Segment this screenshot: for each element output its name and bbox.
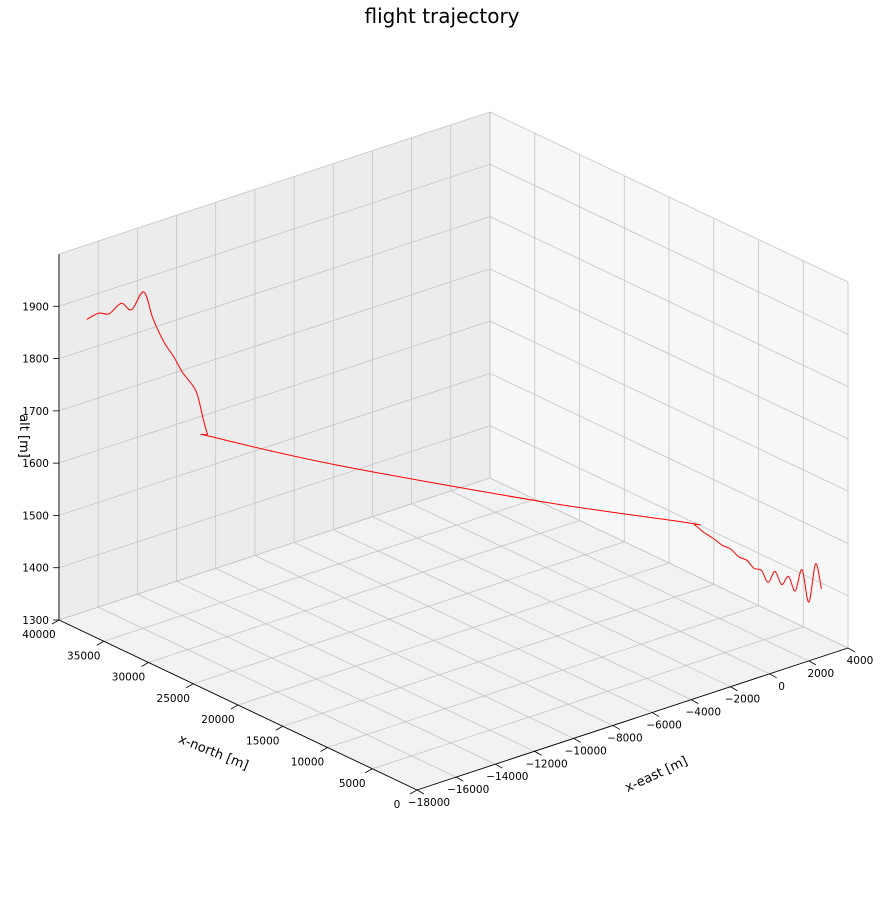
x-tick-label: 0 bbox=[778, 681, 785, 693]
z-grid-line bbox=[58, 111, 849, 283]
x-tick-label: −12000 bbox=[525, 758, 567, 770]
z-grid-line bbox=[58, 372, 849, 544]
z-grid-line bbox=[58, 268, 849, 440]
x-tick-label: −14000 bbox=[486, 771, 528, 783]
z-axis-label: alt [m] bbox=[16, 414, 31, 458]
y-tick-label: 5000 bbox=[339, 778, 366, 790]
y-tick-mark bbox=[141, 662, 149, 667]
y-tick-mark bbox=[365, 768, 373, 774]
y-tick-label: 35000 bbox=[67, 650, 100, 662]
z-tick-label: 1300 bbox=[22, 615, 49, 627]
x-tick-label: −10000 bbox=[565, 745, 607, 757]
y-tick-mark bbox=[186, 683, 194, 689]
tick-labels: −18000−16000−14000−12000−10000−8000−6000… bbox=[22, 301, 873, 811]
left-back-pane bbox=[59, 112, 490, 620]
y-tick-mark bbox=[96, 640, 104, 646]
z-tick-label: 1900 bbox=[22, 301, 49, 313]
y-tick-mark bbox=[409, 789, 418, 795]
z-tick-label: 1800 bbox=[22, 354, 49, 366]
x-tick-mark bbox=[455, 776, 464, 782]
x-tick-mark bbox=[534, 750, 542, 756]
x-axis-label: x-east [m] bbox=[623, 754, 690, 796]
chart-title: flight trajectory bbox=[364, 4, 520, 28]
x-tick-mark bbox=[808, 660, 817, 666]
z-grid-line bbox=[58, 425, 849, 597]
y-tick-label: 15000 bbox=[246, 735, 279, 747]
x-tick-mark bbox=[847, 647, 856, 653]
y-tick-mark bbox=[275, 725, 283, 731]
z-tick-label: 1400 bbox=[22, 563, 49, 575]
x-tick-label: 2000 bbox=[807, 668, 834, 680]
trajectory-line-0 bbox=[86, 291, 822, 603]
x-tick-label: −18000 bbox=[408, 797, 450, 809]
x-tick-label: −4000 bbox=[686, 707, 722, 719]
x-tick-mark bbox=[730, 686, 738, 692]
z-grid-line bbox=[58, 477, 849, 649]
y-tick-label: 0 bbox=[394, 799, 401, 811]
x-tick-mark bbox=[769, 673, 777, 679]
y-tick-label: 20000 bbox=[201, 714, 234, 726]
x-tick-mark bbox=[495, 763, 503, 769]
z-tick-label: 1600 bbox=[22, 458, 49, 470]
x-tick-mark bbox=[612, 725, 621, 730]
axis-panes bbox=[59, 112, 848, 790]
x-tick-label: −16000 bbox=[447, 784, 489, 796]
y-tick-mark bbox=[51, 619, 60, 625]
z-grid-line bbox=[58, 163, 849, 335]
y-tick-mark bbox=[320, 747, 328, 752]
y-tick-label: 25000 bbox=[157, 693, 190, 705]
z-tick-label: 1500 bbox=[22, 510, 49, 522]
z-tick-label: 1700 bbox=[22, 406, 49, 418]
x-axis-line bbox=[416, 647, 849, 791]
y-tick-label: 10000 bbox=[291, 757, 324, 769]
x-tick-mark bbox=[573, 738, 581, 743]
y-tick-label: 40000 bbox=[22, 629, 55, 641]
x-tick-label: −2000 bbox=[725, 694, 761, 706]
x-tick-label: −6000 bbox=[646, 720, 682, 732]
x-tick-mark bbox=[691, 699, 699, 704]
x-tick-label: 4000 bbox=[847, 655, 874, 667]
x-tick-mark bbox=[416, 789, 425, 795]
x-tick-mark bbox=[651, 712, 660, 717]
x-tick-label: −8000 bbox=[607, 732, 643, 744]
z-grid-line bbox=[58, 216, 849, 387]
grid-lines bbox=[58, 111, 849, 791]
y-tick-label: 30000 bbox=[112, 672, 145, 684]
y-axis-label: x-north [m] bbox=[176, 732, 250, 774]
axis-lines bbox=[51, 254, 856, 795]
y-tick-mark bbox=[230, 704, 239, 710]
trajectory-series bbox=[86, 291, 822, 603]
